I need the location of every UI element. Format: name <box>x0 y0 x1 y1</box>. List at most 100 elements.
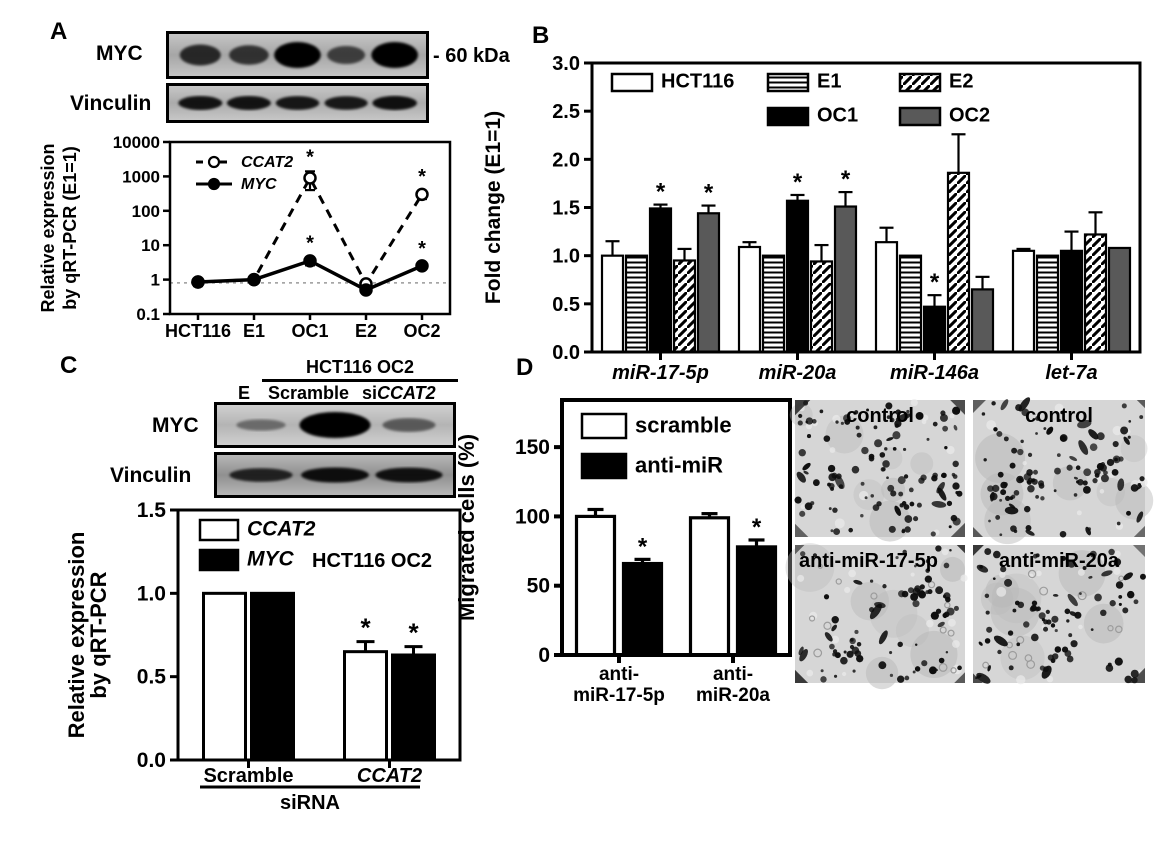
blot-band <box>274 42 321 68</box>
bar-OC2-miR-20a <box>833 205 858 354</box>
blot-band <box>236 419 286 431</box>
panel-c-lane-label-siccat2: siCCAT2 <box>362 383 436 403</box>
y-axis-label: by qRT-PCR (E1=1) <box>60 146 80 310</box>
significance-asterisk: * <box>930 269 940 296</box>
panel-d-micrograph-control-1: control <box>789 398 965 542</box>
legend-swatch-HCT116 <box>610 72 654 93</box>
blot-band <box>301 467 369 483</box>
bar-MYC-CCAT2 <box>391 653 436 762</box>
y-axis-label: Fold change (E1=1) <box>482 111 505 304</box>
x-axis-group-label: siRNA <box>280 792 340 814</box>
y-tick-label: 150 <box>515 436 550 459</box>
micrograph-label-anti-miR-17-5p: anti-miR-17-5p <box>799 550 938 572</box>
bar-MYC-Scramble <box>250 591 295 762</box>
legend-label-E1: E1 <box>817 70 841 92</box>
bar-OC1-miR-146a <box>922 305 947 354</box>
panel-a-myc-blot-label: MYC <box>96 42 143 65</box>
legend-swatch-OC1 <box>766 106 810 127</box>
y-tick-label: 1.0 <box>552 246 580 268</box>
significance-asterisk: * <box>638 533 648 560</box>
x-category-label: miR-20a <box>696 685 770 706</box>
panel-c-lane-label-e: E <box>238 383 251 403</box>
bar-CCAT2-CCAT2 <box>343 650 388 762</box>
bar-OC2-miR-17-5p <box>696 212 721 354</box>
bar-scramble-anti-miR-20a <box>688 516 731 657</box>
marker-CCAT2-OC2 <box>415 187 429 202</box>
legend-label-CCAT2: CCAT2 <box>247 518 316 541</box>
blot-band <box>375 467 443 483</box>
y-tick-label: 1.5 <box>137 499 167 522</box>
x-category-label: miR-146a <box>890 362 979 384</box>
panel-c-myc-blot-image <box>214 402 456 448</box>
y-tick-label: 0.0 <box>137 749 166 772</box>
panel-d-label: D <box>516 354 534 381</box>
micrograph-label-anti-miR-20a: anti-miR-20a <box>999 550 1120 572</box>
legend-marker-MYC <box>207 177 221 191</box>
line-CCAT2 <box>197 174 424 287</box>
y-tick-label: 0.1 <box>136 305 160 324</box>
x-category-label: HCT116 <box>165 321 231 341</box>
panel-c-sirna-bar-chart: Scramble * * CCAT2 1.5 1.0 0.5 0.0 Relative expr… <box>64 499 462 814</box>
bar-anti-miR-anti-miR-20a <box>735 545 778 657</box>
panel-a-expression-line-chart: * * * * 10000 1000 100 10 1 0.1 HCT116 E1 OC1 E2 OC2 Re… <box>38 133 452 341</box>
panel-c-lane-label-scramble: Scramble <box>268 383 350 403</box>
blot-band <box>371 42 419 68</box>
y-tick-label: 0.5 <box>552 294 580 316</box>
blot-band <box>327 46 366 64</box>
y-tick-label: 2.5 <box>552 101 580 123</box>
bar-E1-miR-17-5p <box>624 254 649 354</box>
significance-asterisk: * <box>704 180 714 207</box>
significance-asterisk: * <box>408 618 419 648</box>
x-category-label: OC1 <box>291 321 328 341</box>
bar-anti-miR-anti-miR-17-5p <box>621 561 664 657</box>
bar-OC2-let-7a <box>1107 246 1132 354</box>
y-tick-label: 3.0 <box>552 53 580 75</box>
y-axis-label: Migrated cells (%) <box>454 434 479 621</box>
blot-band <box>299 412 371 438</box>
x-category-label: E2 <box>355 321 377 341</box>
bar-E2-miR-20a <box>809 260 834 354</box>
panel-a-myc-blot-image <box>166 31 429 79</box>
x-category-label: let-7a <box>1045 362 1097 384</box>
y-tick-label: 10 <box>141 236 160 255</box>
bar-OC1-miR-17-5p <box>648 207 673 354</box>
blot-band <box>229 468 293 482</box>
chart-annotation: HCT116 OC2 <box>312 550 432 572</box>
blot-band <box>229 45 269 65</box>
y-tick-label: 0.0 <box>552 342 580 364</box>
blot-band <box>275 96 320 110</box>
legend-swatch-OC2 <box>898 106 942 127</box>
panel-c-vinculin-blot-image <box>214 452 456 498</box>
blot-band <box>372 95 417 111</box>
x-category-label: anti- <box>599 664 639 685</box>
significance-asterisk: * <box>306 146 314 168</box>
bar-HCT116-miR-20a <box>737 245 762 354</box>
bar-HCT116-let-7a <box>1011 249 1036 354</box>
legend-swatch-CCAT2 <box>198 518 240 542</box>
bar-E2-miR-146a <box>946 171 971 354</box>
legend-label-OC2: OC2 <box>949 104 990 126</box>
significance-asterisk: * <box>418 166 426 188</box>
significance-asterisk: * <box>360 613 371 643</box>
panel-b-fold-change-bar-chart: * * miR-17-5p * * miR-20a * miR-146a let-7a 3.0 2.… <box>482 53 1142 384</box>
bar-CCAT2-Scramble <box>202 591 247 762</box>
panel-a-label: A <box>50 18 68 45</box>
panel-a-vinculin-blot-image <box>166 83 429 123</box>
panel-d-micrograph-anti-mir-17-5p: anti-miR-17-5p <box>785 543 968 690</box>
panel-d-micrograph-anti-mir-20a: anti-miR-20a <box>973 545 1146 685</box>
bar-scramble-anti-miR-17-5p <box>574 514 617 657</box>
x-category-label: Scramble <box>203 765 293 787</box>
bar-OC1-miR-20a <box>785 199 810 354</box>
x-category-label: miR-17-5p <box>612 362 709 384</box>
x-category-label: E1 <box>243 321 265 341</box>
significance-asterisk: * <box>793 169 803 196</box>
bar-OC1-let-7a <box>1059 249 1084 354</box>
marker-MYC-OC2 <box>415 259 429 273</box>
significance-asterisk: * <box>752 514 762 541</box>
y-tick-label: 1000 <box>122 167 160 186</box>
marker-CCAT2-OC1 <box>303 171 317 185</box>
legend-swatch-E1 <box>766 72 810 93</box>
y-tick-label: 1.0 <box>137 582 166 605</box>
blot-band <box>178 96 223 110</box>
